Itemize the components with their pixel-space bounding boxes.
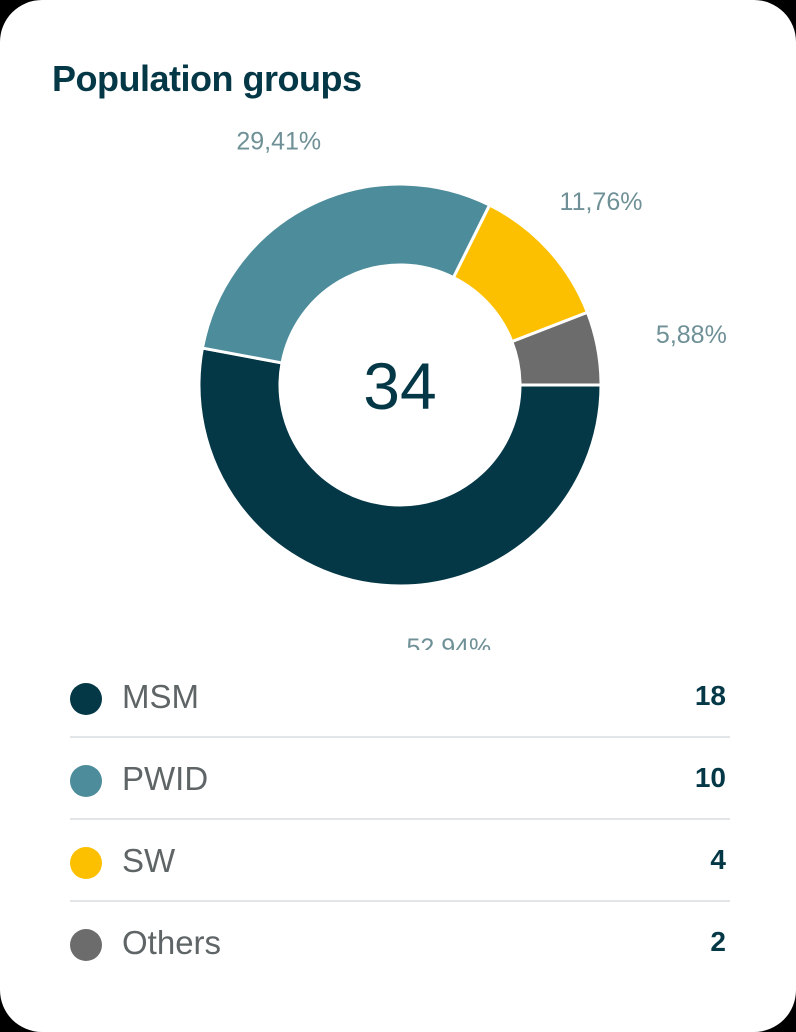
pct-label-msm: 52,94% [407, 634, 492, 650]
pct-label-others: 5,88% [656, 321, 727, 349]
slice-msm[interactable] [197, 346, 603, 588]
legend-item-msm[interactable]: MSM 18 [70, 656, 730, 738]
legend-dot-pwid [70, 765, 102, 797]
legend-value: 10 [694, 762, 726, 793]
slice-others[interactable] [510, 310, 603, 387]
pct-label-sw: 11,76% [560, 188, 643, 216]
pct-label-pwid: 29,41% [236, 128, 321, 156]
legend-item-sw[interactable]: SW 4 [70, 820, 730, 902]
legend-value: 18 [694, 680, 726, 711]
legend-dot-sw [70, 847, 102, 879]
legend-value: 2 [710, 926, 726, 957]
legend: MSM 18 PWID 10 SW 4 Others 2 [70, 656, 730, 984]
legend-label: MSM [122, 678, 199, 715]
legend-item-pwid[interactable]: PWID 10 [70, 738, 730, 820]
card-title: Population groups [52, 58, 362, 99]
legend-dot-msm [70, 683, 102, 715]
center-total: 34 [363, 349, 436, 423]
legend-label: SW [122, 842, 176, 879]
legend-dot-others [70, 929, 102, 961]
legend-label: PWID [122, 760, 209, 797]
legend-value: 4 [710, 844, 726, 875]
legend-label: Others [122, 924, 222, 961]
legend-item-others[interactable]: Others 2 [70, 902, 730, 984]
donut-chart: 52,94% 29,41% 11,76% 5,88% 34 [197, 128, 727, 650]
slice-pwid[interactable] [200, 182, 492, 365]
